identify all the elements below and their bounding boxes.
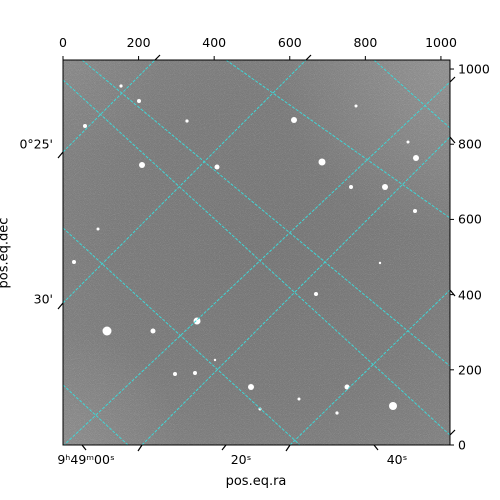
star: [248, 384, 254, 390]
grid-line: [63, 384, 129, 445]
star: [406, 140, 410, 144]
world-tick: [285, 444, 291, 452]
world-tick: [154, 54, 161, 61]
star: [413, 155, 419, 161]
ra-tick-label: 20ˢ: [230, 452, 252, 467]
grid-line: [373, 60, 450, 129]
right-tick-label: 200: [458, 362, 482, 378]
grid-line: [225, 60, 450, 219]
world-tick: [305, 54, 312, 61]
grid-line: [289, 289, 450, 445]
right-tick-label: 400: [458, 287, 482, 303]
right-tick-label: 800: [458, 136, 482, 152]
star: [83, 124, 87, 128]
grid-line: [81, 60, 450, 367]
sky-image: [63, 60, 450, 445]
grid-line: [63, 60, 307, 304]
star: [173, 372, 177, 376]
star: [72, 260, 76, 264]
grid-line: [141, 136, 450, 445]
world-tick: [57, 302, 64, 310]
grid-line: [63, 60, 156, 153]
star: [389, 402, 397, 410]
top-tick-label: 0: [59, 35, 67, 50]
star: [335, 411, 339, 415]
ra-tick-label: 9ʰ49ᵐ00ˢ: [57, 452, 115, 467]
world-tick: [449, 76, 456, 83]
dec-tick-label: 30': [33, 291, 53, 307]
star: [291, 117, 297, 123]
star: [150, 328, 156, 334]
plot-frame: [62, 59, 451, 446]
top-tick-label: 800: [353, 35, 378, 50]
star: [185, 119, 189, 123]
grid-line: [63, 227, 301, 445]
star: [193, 371, 197, 375]
top-tick-label: 400: [202, 35, 227, 50]
coordinate-grid: [63, 60, 450, 445]
star: [139, 162, 145, 168]
axis-ticks: [57, 54, 456, 452]
top-tick-label: 600: [277, 35, 302, 50]
star: [102, 326, 112, 336]
ra-tick-label: 40ˢ: [386, 452, 408, 467]
world-tick: [81, 444, 87, 451]
star: [297, 397, 301, 401]
star: [349, 185, 353, 189]
star: [382, 184, 388, 190]
star: [378, 261, 382, 265]
grid-line: [63, 79, 450, 436]
star: [137, 99, 141, 103]
top-tick-label: 200: [126, 35, 151, 50]
star: [193, 317, 201, 325]
right-tick-label: 0: [458, 437, 466, 453]
world-tick: [373, 444, 379, 451]
world-tick: [57, 151, 64, 159]
star: [314, 292, 318, 296]
grid-line: [63, 81, 450, 445]
star: [213, 358, 217, 362]
right-tick-label: 1000: [458, 61, 490, 77]
x-axis-title: pos.eq.ra: [225, 474, 287, 489]
star: [354, 104, 358, 108]
y-axis-title: pos.eq.dec: [0, 217, 12, 289]
star: [119, 84, 123, 88]
star: [318, 158, 326, 166]
right-tick-label: 600: [458, 211, 482, 227]
dec-tick-label: 0°25': [19, 136, 53, 152]
top-tick-label: 1000: [425, 35, 457, 50]
world-tick: [137, 444, 143, 452]
star: [96, 227, 100, 231]
world-tick: [449, 289, 456, 297]
world-tick: [449, 136, 456, 144]
stars: [72, 84, 419, 415]
world-tick: [449, 429, 456, 436]
star: [214, 164, 220, 170]
star: [413, 209, 417, 213]
world-tick: [221, 444, 227, 451]
